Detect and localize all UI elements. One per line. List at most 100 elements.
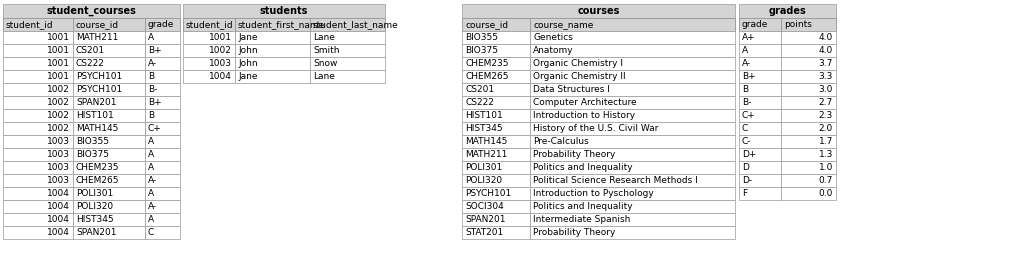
Bar — [781, 18, 836, 31]
Bar — [183, 70, 234, 83]
Text: B: B — [742, 85, 749, 94]
Text: student_courses: student_courses — [46, 6, 136, 16]
Bar — [183, 18, 385, 31]
Bar — [73, 83, 145, 96]
Text: Pre-Calculus: Pre-Calculus — [534, 137, 589, 146]
Text: CHEM265: CHEM265 — [76, 176, 120, 185]
Bar — [3, 187, 73, 200]
Bar — [462, 122, 530, 135]
Text: 2.7: 2.7 — [819, 98, 833, 107]
Bar — [145, 70, 180, 83]
Text: Intermediate Spanish: Intermediate Spanish — [534, 215, 631, 224]
Text: HIST345: HIST345 — [76, 215, 114, 224]
Bar — [145, 213, 180, 226]
Text: Politics and Inequality: Politics and Inequality — [534, 163, 633, 172]
Text: 4.0: 4.0 — [819, 33, 833, 42]
Bar — [3, 83, 73, 96]
Bar — [3, 226, 73, 239]
Text: D: D — [742, 163, 749, 172]
Text: John: John — [238, 59, 258, 68]
Text: Politics and Inequality: Politics and Inequality — [534, 202, 633, 211]
Bar — [145, 174, 180, 187]
Text: 1004: 1004 — [47, 189, 70, 198]
Bar — [739, 83, 781, 96]
Bar — [145, 122, 180, 135]
Text: student_id: student_id — [6, 20, 53, 29]
Text: Genetics: Genetics — [534, 33, 572, 42]
Bar — [73, 135, 145, 148]
Bar — [462, 57, 530, 70]
Bar — [781, 70, 836, 83]
Bar — [781, 174, 836, 187]
Bar — [739, 18, 836, 31]
Bar — [462, 213, 530, 226]
Bar — [234, 31, 310, 44]
Bar — [234, 57, 310, 70]
Bar — [530, 226, 735, 239]
Bar — [781, 57, 836, 70]
Bar — [3, 135, 73, 148]
Bar — [73, 57, 145, 70]
Bar — [3, 57, 73, 70]
Bar — [3, 70, 73, 83]
Bar — [739, 70, 781, 83]
Bar — [145, 18, 180, 31]
Text: 1002: 1002 — [47, 111, 70, 120]
Bar — [462, 109, 530, 122]
Text: Lane: Lane — [313, 72, 335, 81]
Text: 4.0: 4.0 — [819, 46, 833, 55]
Text: BIO355: BIO355 — [76, 137, 109, 146]
Text: 1001: 1001 — [47, 59, 70, 68]
Text: 1003: 1003 — [47, 150, 70, 159]
Text: 1001: 1001 — [209, 33, 232, 42]
Text: Data Structures I: Data Structures I — [534, 85, 610, 94]
Text: B+: B+ — [148, 46, 162, 55]
Bar — [739, 135, 781, 148]
Bar — [530, 109, 735, 122]
Text: POLI301: POLI301 — [76, 189, 114, 198]
Text: SOCI304: SOCI304 — [465, 202, 504, 211]
Bar — [530, 174, 735, 187]
Text: B: B — [148, 72, 155, 81]
Bar — [145, 226, 180, 239]
Bar — [739, 174, 781, 187]
Text: points: points — [784, 20, 812, 29]
Bar — [310, 57, 385, 70]
Bar — [73, 96, 145, 109]
Text: POLI301: POLI301 — [465, 163, 502, 172]
Bar — [3, 44, 73, 57]
Text: Jane: Jane — [238, 72, 257, 81]
Bar — [530, 135, 735, 148]
Text: STAT201: STAT201 — [465, 228, 503, 237]
Text: MATH211: MATH211 — [465, 150, 507, 159]
Text: CS222: CS222 — [76, 59, 104, 68]
Bar — [739, 18, 781, 31]
Bar — [739, 4, 836, 18]
Bar — [3, 18, 73, 31]
Bar — [739, 44, 781, 57]
Bar — [530, 213, 735, 226]
Text: Computer Architecture: Computer Architecture — [534, 98, 637, 107]
Bar — [462, 18, 530, 31]
Bar — [530, 70, 735, 83]
Bar — [781, 135, 836, 148]
Bar — [3, 148, 73, 161]
Text: B+: B+ — [148, 98, 162, 107]
Bar — [73, 31, 145, 44]
Bar — [781, 161, 836, 174]
Bar — [530, 200, 735, 213]
Bar — [781, 31, 836, 44]
Text: 1001: 1001 — [47, 33, 70, 42]
Text: HIST101: HIST101 — [76, 111, 114, 120]
Text: CHEM265: CHEM265 — [465, 72, 509, 81]
Text: SPAN201: SPAN201 — [76, 98, 117, 107]
Text: 1001: 1001 — [47, 72, 70, 81]
Text: PSYCH101: PSYCH101 — [465, 189, 511, 198]
Text: A: A — [148, 163, 155, 172]
Bar — [145, 135, 180, 148]
Bar — [73, 200, 145, 213]
Text: Jane: Jane — [238, 33, 257, 42]
Bar — [739, 148, 781, 161]
Bar — [739, 187, 781, 200]
Bar — [73, 226, 145, 239]
